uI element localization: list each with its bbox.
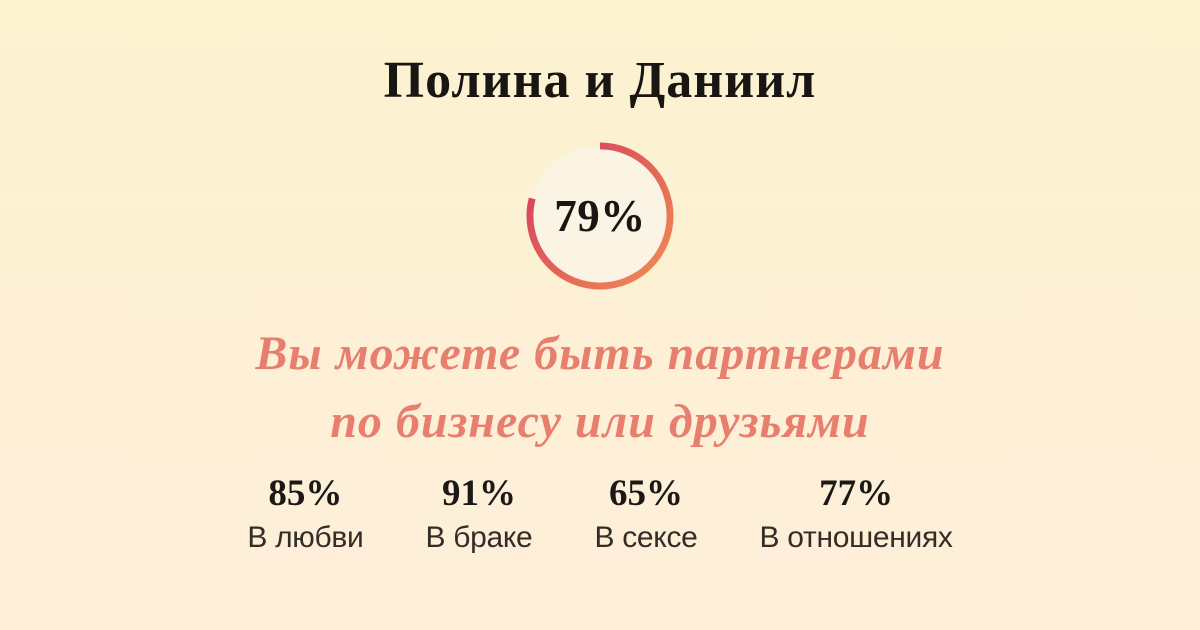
verdict-line-2: по бизнесу или друзьями (330, 395, 870, 448)
stats-row: 85% В любви 91% В браке 65% В сексе 77% … (0, 474, 1200, 556)
stat-love: 85% В любви (247, 474, 363, 556)
stat-label: В браке (425, 521, 533, 554)
gauge-progress-arc (526, 142, 674, 290)
compatibility-gauge: 79% (526, 142, 674, 290)
verdict-text: Вы можете быть партнерами по бизнесу или… (0, 320, 1200, 456)
stat-value: 91% (441, 473, 516, 514)
stat-relationship: 77% В отношениях (760, 474, 953, 556)
stat-sex: 65% В сексе (594, 474, 697, 556)
stat-label: В отношениях (759, 521, 953, 554)
gauge-ring-chart (526, 142, 674, 290)
stat-value: 65% (608, 473, 683, 514)
gauge-score: 79% (554, 191, 646, 241)
stat-marriage: 91% В браке (426, 474, 533, 556)
stat-value: 85% (268, 473, 343, 514)
stat-label: В сексе (594, 521, 698, 554)
stat-label: В любви (247, 521, 364, 554)
gauge-inner-disc (529, 145, 671, 287)
stat-value: 77% (819, 473, 894, 514)
page-title: Полина и Даниил (383, 52, 817, 109)
verdict-line-1: Вы можете быть партнерами (255, 327, 945, 380)
